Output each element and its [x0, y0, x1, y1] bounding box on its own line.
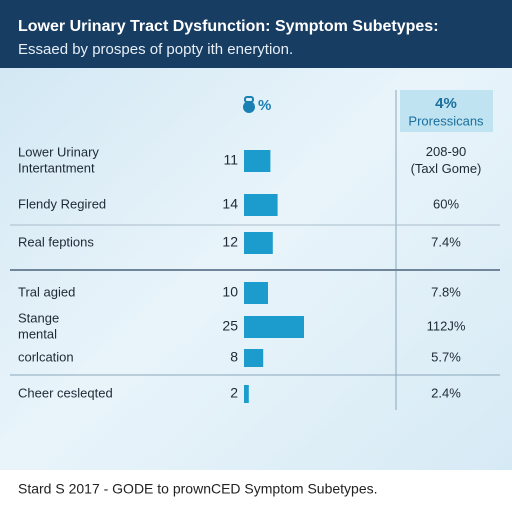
right-header-box	[400, 90, 493, 132]
footer-bg	[0, 470, 512, 512]
row-right: 2.4%	[431, 385, 461, 400]
bar	[244, 282, 268, 304]
row-label: Flendy Regired	[18, 196, 106, 211]
value-header: %	[258, 97, 271, 114]
row-label: corlcation	[18, 349, 74, 364]
row-right: 112J%	[427, 318, 466, 333]
bar	[244, 194, 278, 216]
row-label: Real feptions	[18, 234, 94, 249]
bar	[244, 349, 264, 367]
value-icon	[243, 96, 255, 113]
right-header: Proressicans	[408, 113, 484, 128]
row-value: 8	[230, 349, 238, 365]
row-label: mental	[18, 326, 57, 341]
row-label: Lower Urinary	[18, 144, 99, 159]
right-header: 4%	[435, 95, 457, 112]
row-value: 25	[222, 318, 238, 334]
row-right: 7.4%	[431, 234, 461, 249]
title: Lower Urinary Tract Dysfunction: Symptom…	[18, 18, 439, 35]
row-label: Intertantment	[18, 160, 95, 175]
bar	[244, 232, 273, 254]
header-bg	[0, 0, 512, 68]
row-right: 208-90	[426, 144, 466, 159]
row-value: 2	[230, 385, 238, 401]
row-value: 14	[222, 196, 238, 212]
bar	[244, 316, 304, 338]
row-right: 5.7%	[431, 349, 461, 364]
row-right: (Taxl Gome)	[411, 161, 482, 176]
row-value: 10	[222, 284, 238, 300]
row-label: Tral agied	[18, 284, 75, 299]
bar	[244, 385, 249, 403]
row-value: 12	[222, 234, 238, 250]
subtitle: Essaed by prospes of popty ith enerytion…	[18, 41, 293, 58]
row-label: Cheer cesleqted	[18, 385, 113, 400]
row-right: 60%	[433, 196, 459, 211]
footer: Stard S 2017 - GODE to prownCED Symptom …	[18, 481, 378, 497]
row-right: 7.8%	[431, 284, 461, 299]
row-value: 11	[223, 152, 238, 168]
row-label: Stange	[18, 310, 59, 325]
bar	[244, 150, 271, 172]
